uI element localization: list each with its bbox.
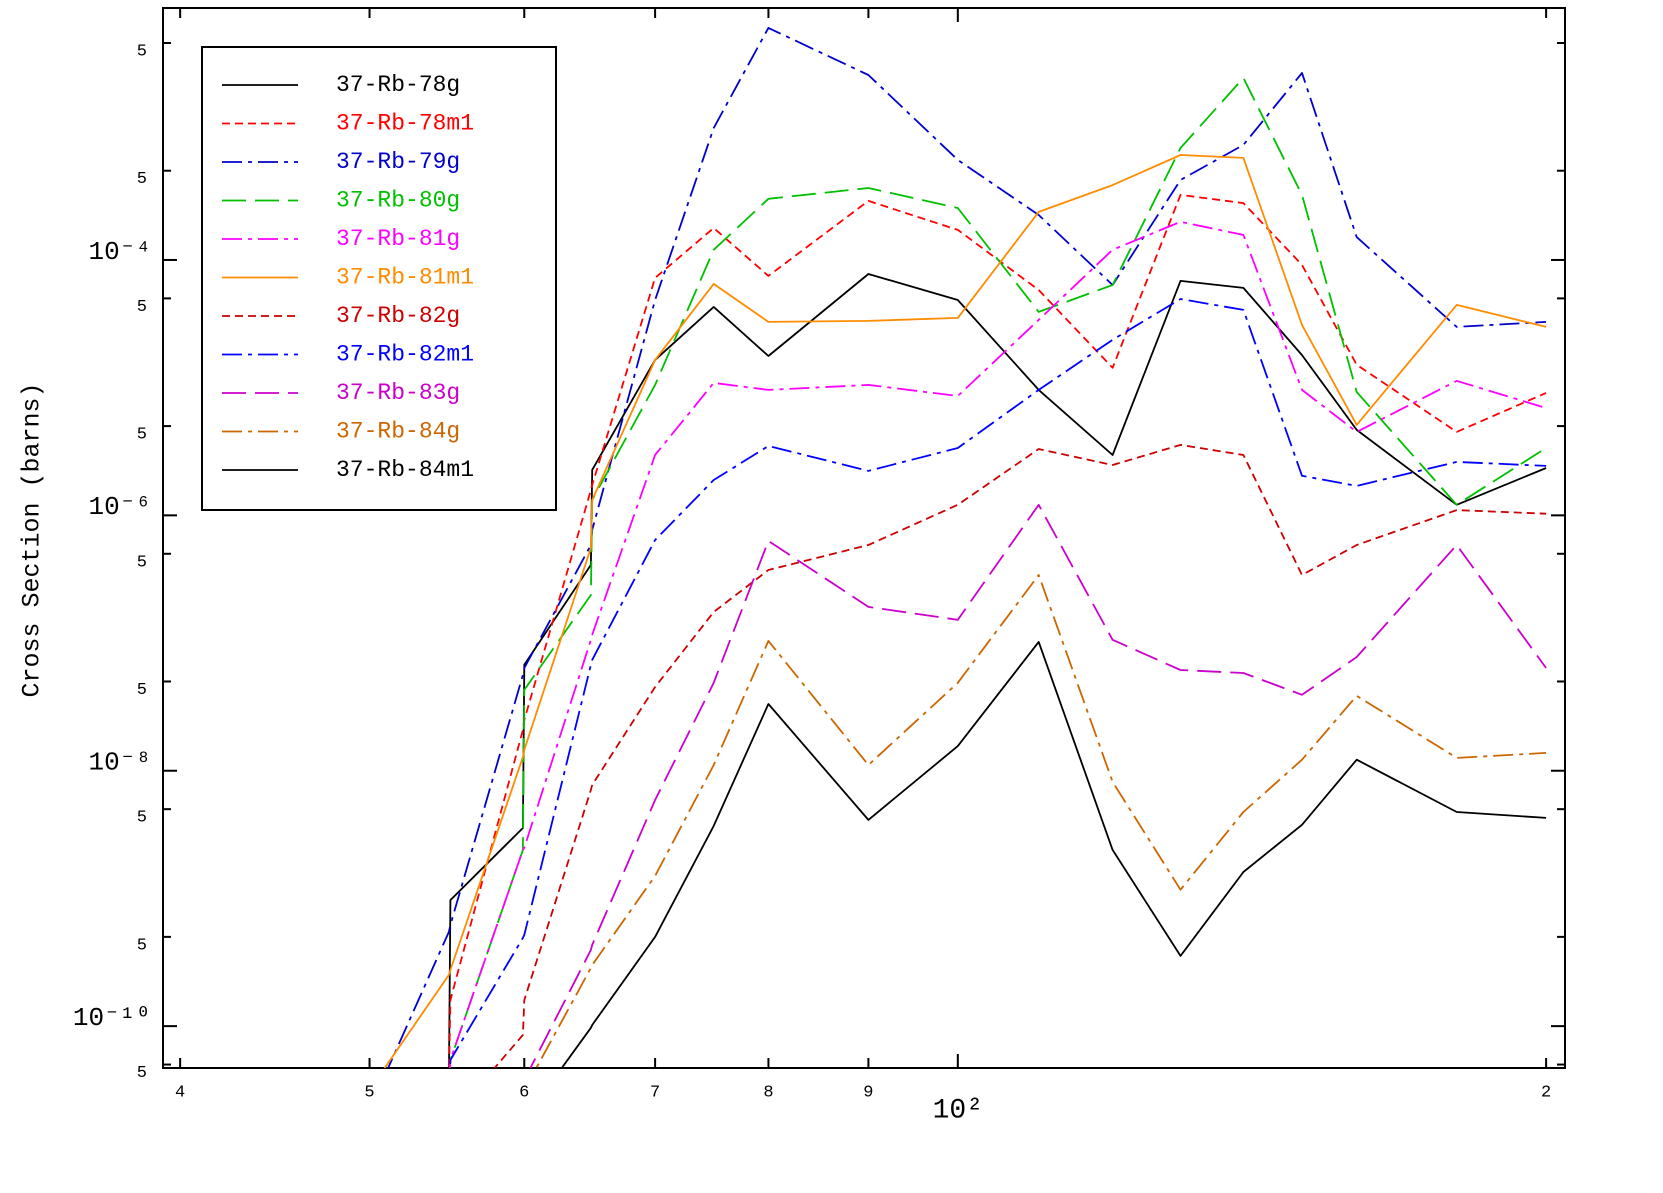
series-line: [448, 77, 1547, 1068]
x-tick-label: 2: [1541, 1083, 1551, 1102]
series-line: [560, 641, 1547, 1068]
x-tick-label: 5: [364, 1083, 374, 1102]
plot-lines: [383, 27, 1547, 1068]
y-tick-label: 10⁻⁸: [89, 748, 151, 778]
x-tick-label: 4: [175, 1083, 185, 1102]
legend-label: 37-Rb-80g: [336, 188, 460, 214]
series-line: [535, 574, 1547, 1068]
x-tick-label: 7: [650, 1083, 660, 1102]
legend-label: 37-Rb-78g: [336, 72, 460, 98]
y-tick-label: 5: [137, 553, 147, 572]
legend-label: 37-Rb-78m1: [336, 111, 474, 137]
series-line: [448, 194, 1547, 1068]
y-tick-label: 10⁻⁴: [89, 237, 151, 267]
y-axis-label: Cross Section (barns): [18, 382, 47, 697]
y-tick-label: 5: [137, 298, 147, 317]
series-line: [448, 273, 1547, 1068]
series-line: [383, 154, 1547, 1068]
legend-label: 37-Rb-82m1: [336, 342, 474, 368]
series-line: [529, 503, 1547, 1068]
y-tick-label: 10⁻¹⁰: [73, 1003, 151, 1033]
y-tick-label: 5: [137, 170, 147, 189]
series-line: [493, 444, 1547, 1068]
legend-label: 37-Rb-84m1: [336, 457, 474, 483]
legend-label: 37-Rb-81g: [336, 226, 460, 252]
legend-label: 37-Rb-83g: [336, 380, 460, 406]
plot-frame: [162, 7, 1566, 1069]
series-line: [448, 220, 1547, 1068]
y-tick-label: 10⁻⁶: [89, 492, 151, 522]
y-tick-label: 5: [137, 809, 147, 828]
series-line: [449, 298, 1547, 1068]
legend-label: 37-Rb-84g: [336, 419, 460, 445]
x-tick-label: 10²: [933, 1095, 983, 1126]
y-tick-label: 5: [137, 42, 147, 61]
x-tick-label: 9: [863, 1083, 873, 1102]
y-tick-label: 5: [137, 936, 147, 955]
legend-label: 37-Rb-82g: [336, 303, 460, 329]
legend-label: 37-Rb-81m1: [336, 265, 474, 291]
x-tick-label: 6: [519, 1083, 529, 1102]
x-tick-label: 8: [763, 1083, 773, 1102]
legend-label: 37-Rb-79g: [336, 149, 460, 175]
y-tick-label: 5: [137, 681, 147, 700]
y-tick-label: 5: [137, 426, 147, 445]
y-tick-label: 5: [137, 1064, 147, 1083]
